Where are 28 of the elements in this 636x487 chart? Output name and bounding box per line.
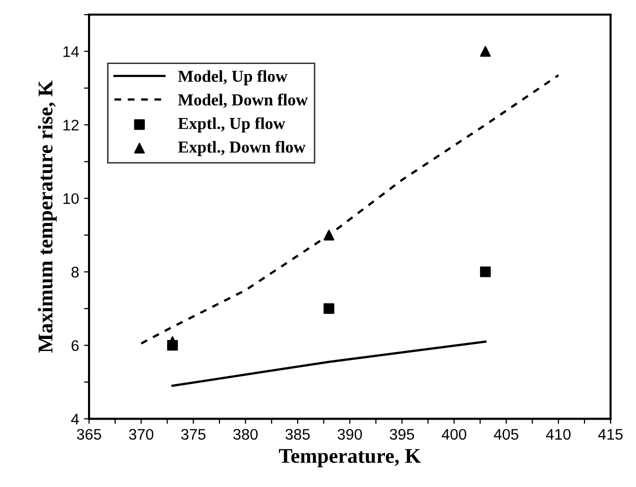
legend-label: Exptl., Down flow	[178, 140, 306, 156]
x-tick-label: 410	[546, 428, 571, 440]
x-tick-label: 375	[181, 428, 206, 440]
x-tick-label: 385	[285, 428, 310, 440]
x-tick-label: 380	[233, 428, 258, 440]
legend-label: Exptl., Up flow	[178, 117, 286, 132]
x-axis-title: Temperature, K	[278, 449, 421, 468]
legend-label: Model, Down flow	[178, 94, 308, 108]
x-tick-label: 390	[338, 428, 362, 440]
x-tick-label: 395	[390, 428, 414, 440]
point	[167, 336, 178, 348]
y-tick-label: 4	[71, 414, 79, 424]
point	[324, 230, 334, 240]
point	[324, 303, 334, 314]
y-tick-label: 14	[63, 46, 79, 57]
x-tick-label: 370	[129, 428, 154, 440]
point	[480, 266, 491, 278]
y-tick-label: 8	[71, 266, 79, 278]
x-tick-label: 365	[76, 428, 102, 440]
x-tick-label: 405	[494, 428, 518, 440]
x-tick-label: 415	[598, 429, 623, 440]
point	[480, 46, 491, 57]
y-tick-label: 10	[63, 193, 79, 204]
y-tick-label: 12	[63, 120, 79, 130]
legend-label: Model, Up flow	[178, 70, 288, 86]
y-axis-title: Maximum temperature rise, K	[38, 80, 57, 353]
x-tick-label: 400	[442, 428, 466, 440]
y-tick-label: 6	[72, 340, 79, 352]
